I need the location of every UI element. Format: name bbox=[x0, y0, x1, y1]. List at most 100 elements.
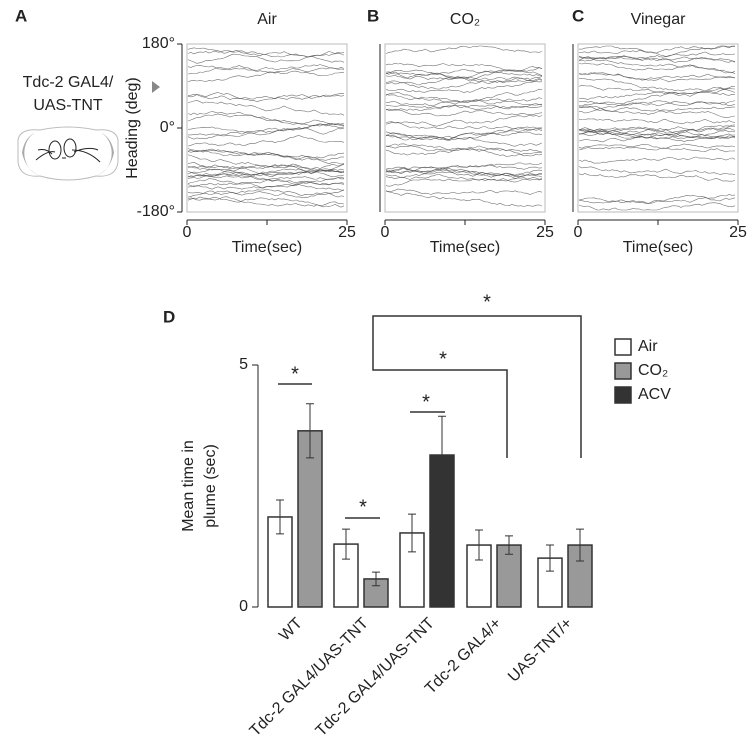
trace-line bbox=[187, 123, 345, 140]
trace-line bbox=[187, 184, 345, 191]
trace-line bbox=[385, 121, 543, 131]
x-tick-label: 25 bbox=[338, 224, 356, 241]
trace-line bbox=[187, 51, 345, 64]
traces bbox=[187, 47, 345, 208]
traces bbox=[385, 45, 543, 207]
y-axis-label: Mean time in plume (sec) bbox=[180, 440, 219, 532]
trace-line bbox=[187, 50, 345, 63]
legend-label: ACV bbox=[638, 386, 671, 403]
y-tick-label: 0 bbox=[239, 598, 248, 615]
trace-line bbox=[187, 64, 345, 71]
trace-line bbox=[578, 50, 736, 58]
trace-line bbox=[385, 131, 543, 147]
trace-line bbox=[187, 99, 345, 116]
trace-line bbox=[579, 125, 736, 135]
y-tick-label: 180° bbox=[142, 35, 175, 52]
trace-line bbox=[578, 131, 736, 139]
trace-line bbox=[578, 85, 736, 104]
legend-label: Air bbox=[638, 338, 658, 355]
panel-title: CO₂ bbox=[450, 11, 480, 28]
significance-star: * bbox=[439, 348, 447, 370]
trace-line bbox=[385, 103, 543, 109]
trace-line bbox=[385, 127, 543, 139]
error-bar bbox=[576, 528, 584, 562]
trace-line bbox=[578, 84, 736, 97]
trace-line bbox=[187, 113, 345, 127]
significance-star: * bbox=[422, 391, 430, 413]
bar bbox=[297, 430, 323, 608]
x-tick-label: 0 bbox=[183, 224, 192, 241]
trace-line bbox=[187, 176, 345, 185]
trace-line bbox=[187, 135, 345, 147]
significance-star: * bbox=[291, 363, 299, 385]
trace-line bbox=[187, 149, 345, 165]
trace-line bbox=[187, 149, 345, 161]
trace-line bbox=[385, 108, 543, 117]
trace-line bbox=[385, 145, 543, 157]
trace-line bbox=[578, 194, 736, 204]
trace-line bbox=[578, 202, 736, 211]
trace-line bbox=[385, 169, 543, 180]
trace-line bbox=[578, 126, 736, 136]
trace-line bbox=[187, 47, 345, 58]
panel-label: B bbox=[367, 6, 379, 25]
error-bar bbox=[438, 415, 446, 495]
trace-line bbox=[187, 111, 345, 126]
y-tick-label: -180° bbox=[137, 203, 175, 220]
legend-swatch bbox=[614, 386, 632, 404]
x-tick-label: 0 bbox=[574, 224, 583, 241]
x-tick-label: 0 bbox=[381, 224, 390, 241]
trace-line bbox=[385, 79, 543, 94]
trace-line bbox=[578, 72, 736, 81]
trace-line bbox=[578, 127, 736, 137]
trace-line bbox=[385, 131, 543, 141]
trace-line bbox=[385, 144, 543, 153]
plot-frame bbox=[186, 43, 348, 213]
bar bbox=[363, 578, 389, 608]
trace-line bbox=[385, 190, 543, 207]
trace-line bbox=[187, 126, 345, 135]
panel-title: Air bbox=[257, 11, 277, 28]
trace-line bbox=[578, 78, 736, 92]
trace-line bbox=[578, 45, 736, 54]
trace-line bbox=[578, 62, 736, 74]
error-bar bbox=[408, 513, 416, 553]
legend-swatch bbox=[614, 362, 632, 380]
trace-line bbox=[385, 166, 542, 176]
trace-line bbox=[385, 166, 543, 178]
trace-line bbox=[187, 166, 345, 178]
trace-line bbox=[578, 72, 736, 83]
error-bar bbox=[276, 499, 284, 535]
trace-line bbox=[187, 188, 345, 198]
trace-line bbox=[578, 132, 736, 143]
x-tick-label: Tdc-2 GAL4/UAS-TNT bbox=[313, 615, 438, 740]
trace-line bbox=[385, 164, 543, 173]
trace-line bbox=[385, 69, 543, 83]
trace-line bbox=[187, 92, 345, 103]
panel-label: D bbox=[163, 307, 175, 326]
trace-line bbox=[578, 100, 736, 114]
x-axis-label: Time(sec) bbox=[232, 239, 303, 256]
trace-line bbox=[578, 118, 736, 125]
trace-line bbox=[385, 174, 543, 183]
trace-line bbox=[385, 88, 543, 105]
trace-line bbox=[385, 66, 543, 76]
trace-line bbox=[578, 55, 736, 63]
significance-bracket bbox=[372, 315, 582, 458]
y-tick-label: 0° bbox=[160, 119, 175, 136]
traces bbox=[578, 45, 736, 211]
trace-line bbox=[578, 106, 735, 112]
y-tick-label: 5 bbox=[239, 356, 248, 373]
trace-line bbox=[578, 156, 736, 164]
trace-line bbox=[385, 126, 543, 141]
plot-frame bbox=[384, 43, 546, 213]
error-bar bbox=[306, 403, 314, 459]
trace-line bbox=[386, 97, 543, 107]
significance-bracket bbox=[372, 350, 508, 458]
trace-line bbox=[578, 134, 736, 143]
x-tick-label: Tdc-2 GAL4/UAS-TNT bbox=[247, 615, 372, 740]
legend-label: CO₂ bbox=[638, 362, 668, 379]
error-bar bbox=[546, 544, 554, 572]
side-label: UAS-TNT bbox=[33, 97, 103, 114]
panel-label: C bbox=[572, 6, 584, 25]
